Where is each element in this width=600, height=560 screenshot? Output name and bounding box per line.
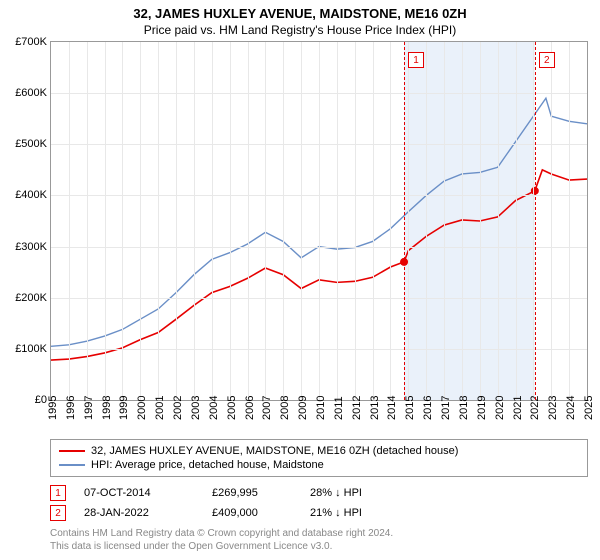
x-tick-label: 2014 [386, 396, 398, 420]
x-tick-label: 2012 [351, 396, 363, 420]
x-tick-label: 1997 [83, 396, 95, 420]
gridline-v [462, 42, 463, 400]
sale-marker-vline [535, 42, 536, 400]
x-tick-label: 2015 [404, 396, 416, 420]
gridline-v [69, 42, 70, 400]
x-tick-label: 2001 [154, 396, 166, 420]
y-tick-label: £100K [15, 343, 47, 355]
gridline-v [158, 42, 159, 400]
sale-marker-number-box: 1 [408, 52, 424, 68]
gridline-v [337, 42, 338, 400]
gridline-v [373, 42, 374, 400]
y-tick-label: £700K [15, 36, 47, 48]
x-tick-label: 2010 [315, 396, 327, 420]
sale-marker-price: £269,995 [212, 487, 292, 499]
gridline-v [265, 42, 266, 400]
gridline-v [516, 42, 517, 400]
x-tick-label: 2019 [476, 396, 488, 420]
x-tick-label: 2024 [565, 396, 577, 420]
gridline-v [212, 42, 213, 400]
gridline-v [283, 42, 284, 400]
gridline-v [319, 42, 320, 400]
gridline-v [105, 42, 106, 400]
x-tick-label: 1998 [101, 396, 113, 420]
chart-container: 32, JAMES HUXLEY AVENUE, MAIDSTONE, ME16… [0, 0, 600, 560]
gridline-v [569, 42, 570, 400]
gridline-v [140, 42, 141, 400]
sale-marker-table: 1 07-OCT-2014 £269,995 28% ↓ HPI 2 28-JAN-202… [50, 483, 588, 523]
y-tick-label: £600K [15, 87, 47, 99]
x-tick-label: 2025 [583, 396, 595, 420]
sale-marker-price: £409,000 [212, 507, 292, 519]
chart-plot-area: £0£100K£200K£300K£400K£500K£600K£700K199… [50, 41, 588, 401]
chart-title: 32, JAMES HUXLEY AVENUE, MAIDSTONE, ME16… [0, 0, 600, 21]
sale-marker-index: 2 [50, 505, 66, 521]
legend-swatch [59, 464, 85, 466]
x-tick-label: 2004 [208, 396, 220, 420]
x-tick-label: 2006 [244, 396, 256, 420]
x-tick-label: 2023 [547, 396, 559, 420]
sale-marker-delta: 21% ↓ HPI [310, 507, 362, 519]
x-tick-label: 2002 [172, 396, 184, 420]
sale-marker-number-box: 2 [539, 52, 555, 68]
x-tick-label: 2013 [369, 396, 381, 420]
x-tick-label: 2003 [190, 396, 202, 420]
y-tick-label: £500K [15, 138, 47, 150]
legend-swatch [59, 450, 85, 452]
x-tick-label: 2005 [226, 396, 238, 420]
gridline-v [176, 42, 177, 400]
y-tick-label: £200K [15, 292, 47, 304]
sale-marker-row: 2 28-JAN-2022 £409,000 21% ↓ HPI [50, 503, 588, 523]
sale-marker-delta: 28% ↓ HPI [310, 487, 362, 499]
footer-attribution: Contains HM Land Registry data © Crown c… [50, 527, 588, 553]
x-tick-label: 2008 [279, 396, 291, 420]
sale-marker-vline [404, 42, 405, 400]
gridline-v [426, 42, 427, 400]
legend-row: HPI: Average price, detached house, Maid… [59, 458, 579, 472]
legend-label: 32, JAMES HUXLEY AVENUE, MAIDSTONE, ME16… [91, 445, 458, 457]
footer-line1: Contains HM Land Registry data © Crown c… [50, 527, 588, 540]
gridline-v [498, 42, 499, 400]
sale-marker-index: 1 [50, 485, 66, 501]
x-tick-label: 2009 [297, 396, 309, 420]
gridline-v [408, 42, 409, 400]
legend: 32, JAMES HUXLEY AVENUE, MAIDSTONE, ME16… [50, 439, 588, 477]
y-tick-label: £400K [15, 189, 47, 201]
gridline-v [390, 42, 391, 400]
gridline-v [194, 42, 195, 400]
gridline-v [122, 42, 123, 400]
legend-label: HPI: Average price, detached house, Maid… [91, 459, 324, 471]
x-tick-label: 1995 [47, 396, 59, 420]
x-tick-label: 2000 [136, 396, 148, 420]
y-tick-label: £0 [35, 394, 47, 406]
sale-marker-date: 07-OCT-2014 [84, 487, 194, 499]
chart-subtitle: Price paid vs. HM Land Registry's House … [0, 21, 600, 41]
gridline-v [444, 42, 445, 400]
footer-line2: This data is licensed under the Open Gov… [50, 540, 588, 553]
x-tick-label: 2018 [458, 396, 470, 420]
sale-marker-row: 1 07-OCT-2014 £269,995 28% ↓ HPI [50, 483, 588, 503]
x-tick-label: 2011 [333, 396, 345, 420]
x-tick-label: 2017 [440, 396, 452, 420]
x-tick-label: 2007 [261, 396, 273, 420]
gridline-v [87, 42, 88, 400]
gridline-v [230, 42, 231, 400]
sale-marker-date: 28-JAN-2022 [84, 507, 194, 519]
gridline-v [355, 42, 356, 400]
y-tick-label: £300K [15, 241, 47, 253]
legend-row: 32, JAMES HUXLEY AVENUE, MAIDSTONE, ME16… [59, 444, 579, 458]
gridline-v [480, 42, 481, 400]
gridline-v [551, 42, 552, 400]
x-tick-label: 2020 [494, 396, 506, 420]
gridline-v [248, 42, 249, 400]
x-tick-label: 1996 [65, 396, 77, 420]
gridline-v [301, 42, 302, 400]
x-tick-label: 1999 [118, 396, 130, 420]
x-tick-label: 2016 [422, 396, 434, 420]
x-tick-label: 2021 [512, 396, 524, 420]
